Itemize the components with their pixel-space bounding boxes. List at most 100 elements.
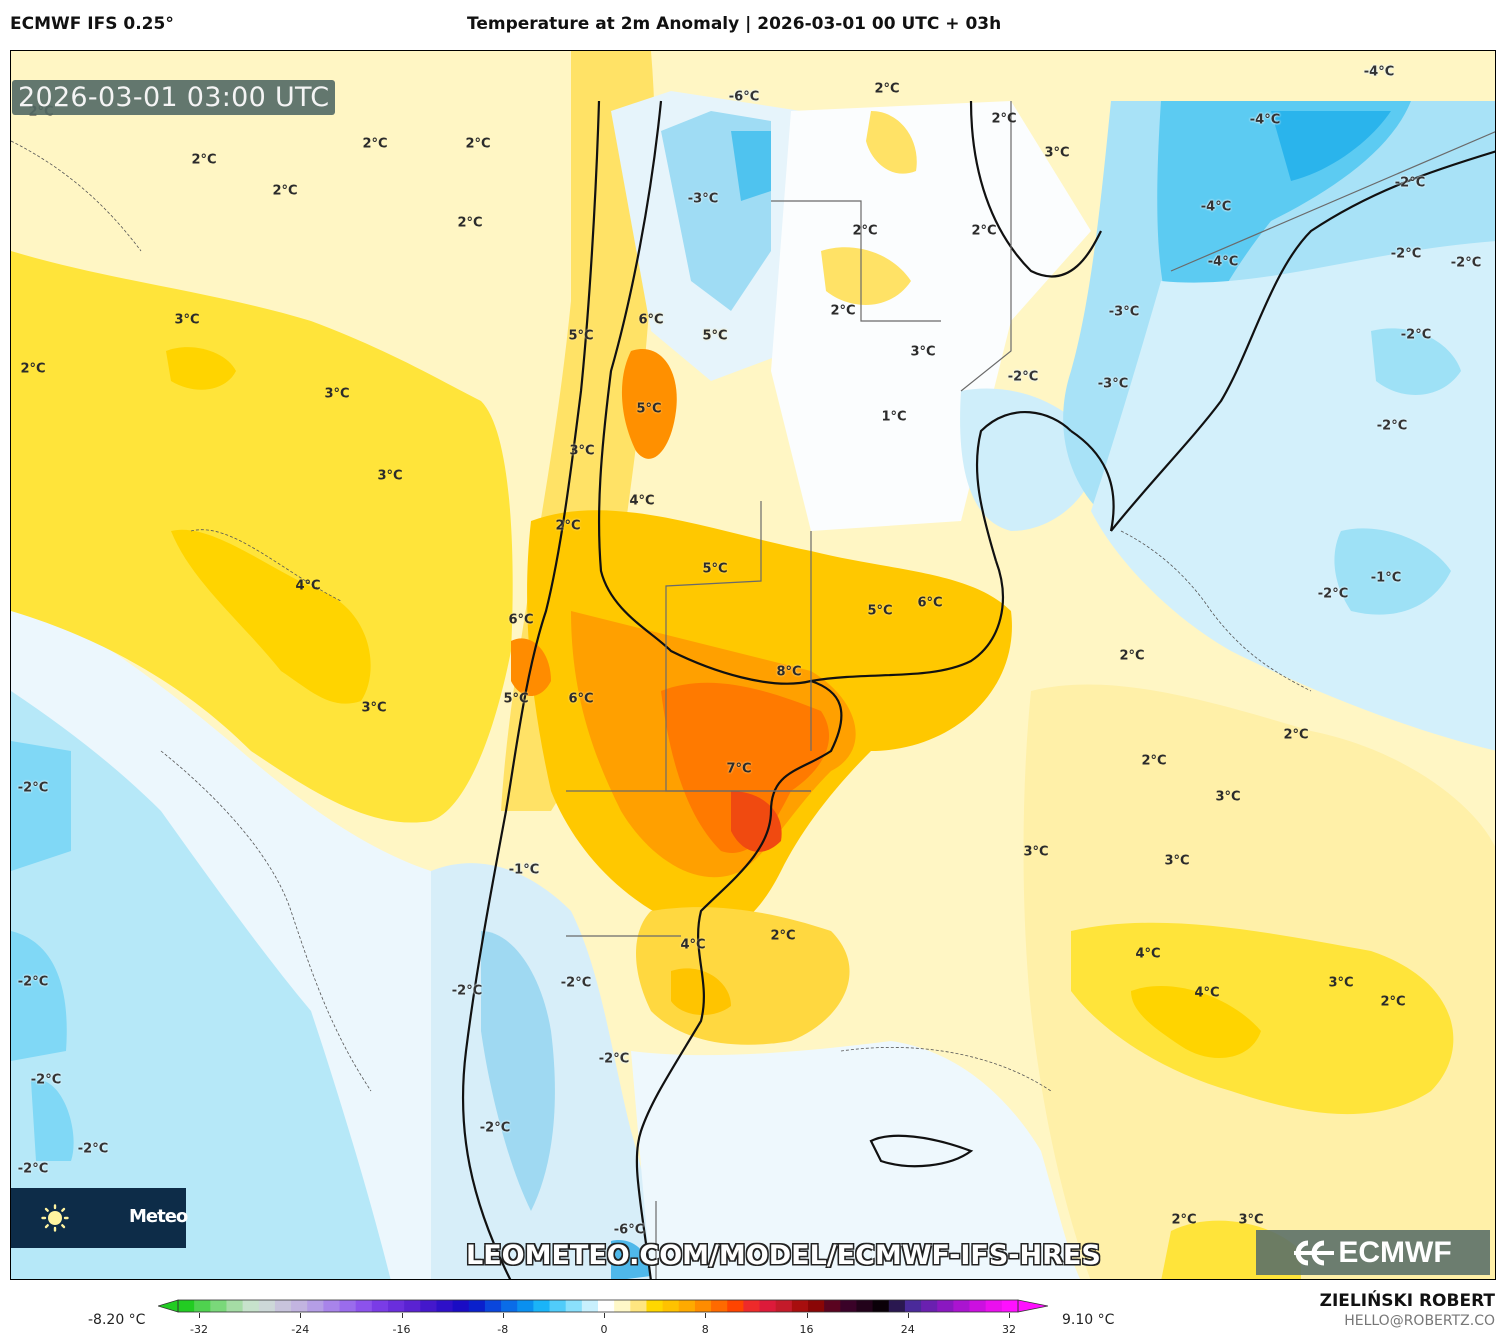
contour-label: -2°C <box>1450 255 1482 271</box>
contour-label: -2°C <box>560 975 592 991</box>
colorbar-tick-label: -24 <box>291 1323 310 1336</box>
contour-label: 6°C <box>568 691 594 707</box>
contour-label: -2°C <box>479 1120 511 1136</box>
contour-label: -2°C <box>1400 327 1432 343</box>
ecmwf-logo-text: ECMWF <box>1338 1235 1452 1269</box>
contour-label: 7°C <box>726 761 752 777</box>
contour-label: 5°C <box>867 603 893 619</box>
contour-label: -3°C <box>1108 304 1140 320</box>
contour-label: 3°C <box>910 344 936 360</box>
contour-label: 2°C <box>991 111 1017 127</box>
contour-label: -2°C <box>17 974 49 990</box>
colorbar-tick-label: 24 <box>900 1323 915 1336</box>
colorbar-tick-label: -32 <box>190 1323 208 1336</box>
contour-label: 2°C <box>20 361 46 377</box>
colorbar-tick-label: 8 <box>701 1323 709 1336</box>
model-name: ECMWF IFS 0.25° <box>10 14 174 34</box>
valid-time-badge: 2026-03-01 03:00 UTC <box>12 80 336 115</box>
colorbar-tick-label: 32 <box>1002 1323 1016 1336</box>
contour-label: 3°C <box>1328 975 1354 991</box>
colorbar <box>158 1299 1048 1313</box>
contour-label: 4°C <box>295 578 321 594</box>
colorbar-tick-mark <box>705 1313 707 1318</box>
contour-label: -4°C <box>1207 254 1239 270</box>
contour-label: 2°C <box>971 223 997 239</box>
colorbar-tick-mark <box>1009 1313 1010 1318</box>
contour-label: 6°C <box>638 312 664 328</box>
contour-label: 2°C <box>1171 1212 1197 1228</box>
contour-label: -3°C <box>687 191 719 207</box>
sun-icon <box>41 1204 69 1232</box>
chart-title: Temperature at 2m Anomaly | 2026-03-01 0… <box>467 14 1002 34</box>
contour-label: 5°C <box>568 328 594 344</box>
contour-label: 5°C <box>702 328 728 344</box>
colorbar-tick-mark <box>502 1313 504 1318</box>
colorbar-tick-mark <box>300 1313 302 1318</box>
contour-label: -2°C <box>1007 369 1039 385</box>
contour-label: 3°C <box>569 443 595 459</box>
colorbar-tick-mark <box>604 1313 605 1318</box>
contour-label: -2°C <box>30 1072 62 1088</box>
contour-label: -2°C <box>17 780 49 796</box>
contour-label: -3°C <box>1097 376 1129 392</box>
contour-label: 5°C <box>636 401 662 417</box>
author-email: HELLO@ROBERTZ.CO <box>1344 1313 1495 1329</box>
contour-label: -6°C <box>728 89 760 105</box>
contour-label: 2°C <box>555 518 581 534</box>
colorbar-tick-mark <box>907 1313 909 1318</box>
contour-label: 4°C <box>629 493 655 509</box>
source-url-watermark: LEOMETEO.COM/MODEL/ECMWF-IFS-HRES <box>466 1240 1101 1271</box>
contour-label: 2°C <box>1141 753 1167 769</box>
contour-label: 2°C <box>457 215 483 231</box>
contour-label: 8°C <box>776 664 802 680</box>
contour-label: -2°C <box>598 1051 630 1067</box>
contour-label: 2°C <box>465 136 491 152</box>
contour-label: 2°C <box>852 223 878 239</box>
contour-label: -1°C <box>508 862 540 878</box>
contour-label: -4°C <box>1249 112 1281 128</box>
contour-label: 3°C <box>377 468 403 484</box>
contour-label: 4°C <box>1135 946 1161 962</box>
colorbar-tick-mark <box>401 1313 403 1318</box>
contour-label: 2°C <box>770 928 796 944</box>
contour-label: 2°C <box>874 81 900 97</box>
contour-label: -2°C <box>17 1161 49 1177</box>
colorbar-tick-label: -8 <box>497 1323 509 1336</box>
contour-label: 3°C <box>1215 789 1241 805</box>
author-name: ZIELIŃSKI ROBERT <box>1319 1291 1495 1311</box>
contour-label: 3°C <box>361 700 387 716</box>
ecmwf-emblem-icon <box>1294 1240 1335 1265</box>
colorbar-tick-mark <box>806 1313 808 1318</box>
contour-label: -4°C <box>1363 64 1395 80</box>
temperature-anomaly-field <box>11 51 1495 1279</box>
contour-label: 4°C <box>680 937 706 953</box>
contour-label: -2°C <box>1394 175 1426 191</box>
leometeo-logo[interactable]: Meteo <box>11 1188 188 1248</box>
colorbar-tick-mark <box>199 1313 200 1318</box>
map-panel[interactable]: 2°C 2°C 2°C 2°C 2°C 2°C 3°C 2°C 3°C 3°C 4°C 3°C -2°C… <box>10 50 1496 1280</box>
contour-label: -2°C <box>451 983 483 999</box>
contour-label: -1°C <box>1370 570 1402 586</box>
contour-label: 1°C <box>881 409 907 425</box>
contour-label: 3°C <box>1023 844 1049 860</box>
contour-label: 2°C <box>362 136 388 152</box>
contour-label: 2°C <box>272 183 298 199</box>
contour-label: -2°C <box>1317 586 1349 602</box>
contour-label: 2°C <box>1283 727 1309 743</box>
colorbar-tick-label: 0 <box>600 1323 608 1336</box>
contour-label: 6°C <box>917 595 943 611</box>
contour-label: 6°C <box>508 612 534 628</box>
contour-label: 5°C <box>503 691 529 707</box>
contour-label: -2°C <box>1376 418 1408 434</box>
contour-label: 3°C <box>324 386 350 402</box>
contour-label: 3°C <box>174 312 200 328</box>
contour-label: 3°C <box>1044 145 1070 161</box>
contour-label: 2°C <box>191 152 217 168</box>
contour-label: 2°C <box>830 303 856 319</box>
ecmwf-logo: ECMWF <box>1256 1230 1490 1275</box>
colorbar-tick-label: -16 <box>392 1323 411 1336</box>
contour-label: 5°C <box>702 561 728 577</box>
colorbar-max-label: 9.10 °C <box>1062 1312 1115 1328</box>
contour-label: 4°C <box>1194 985 1220 1001</box>
contour-label: 2°C <box>1380 994 1406 1010</box>
